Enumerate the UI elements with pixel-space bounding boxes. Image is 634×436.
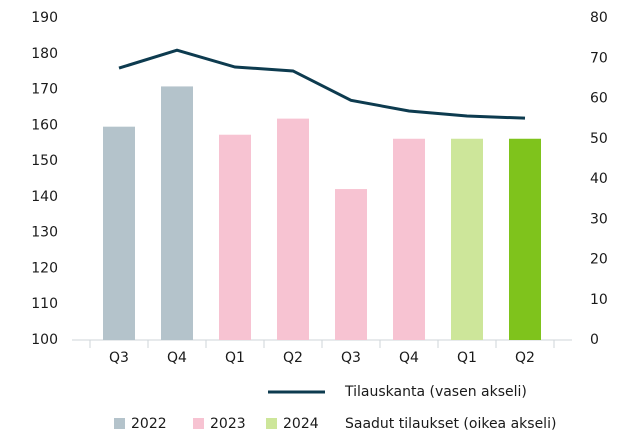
- x-tick-label: Q4: [399, 350, 419, 366]
- y2-tick-label: 30: [590, 211, 608, 227]
- y2-tick-label: 20: [590, 252, 608, 268]
- legend-swatch: [266, 418, 277, 429]
- y2-tick-label: 40: [590, 171, 608, 187]
- bar: [393, 138, 425, 340]
- y-tick-label: 130: [31, 225, 58, 241]
- bar: [509, 138, 541, 340]
- bar: [161, 86, 193, 340]
- line: [118, 48, 526, 120]
- y-tick-label: 150: [31, 153, 58, 169]
- x-tick-label: Q2: [283, 350, 303, 366]
- legend-label: 2024: [283, 416, 319, 432]
- y-tick-label: 120: [31, 260, 58, 276]
- legend-label: Tilauskanta (vasen akseli): [344, 384, 527, 400]
- x-tick-label: Q3: [341, 350, 361, 366]
- y-tick-label: 170: [31, 82, 58, 98]
- x-tick-label: Q3: [109, 350, 129, 366]
- y2-tick-label: 80: [590, 10, 608, 26]
- x-tick-label: Q1: [457, 350, 477, 366]
- y-tick-label: 160: [31, 117, 58, 133]
- legend-swatch: [114, 418, 125, 429]
- bar: [451, 138, 483, 340]
- y-tick-label: 110: [31, 296, 58, 312]
- x-tick-label: Q4: [167, 350, 187, 366]
- y2-tick-label: 50: [590, 131, 608, 147]
- y2-tick-label: 0: [590, 332, 599, 348]
- legend-label: 2023: [210, 416, 246, 432]
- y2-tick-label: 70: [590, 50, 608, 66]
- legend-label: Saadut tilaukset (oikea akseli): [345, 416, 556, 432]
- legend-label: 2022: [131, 416, 167, 432]
- legend-swatch: [193, 418, 204, 429]
- x-tick-label: Q2: [515, 350, 535, 366]
- y2-tick-label: 60: [590, 91, 608, 107]
- y-tick-label: 190: [31, 10, 58, 26]
- x-tick-label: Q1: [225, 350, 245, 366]
- bar: [219, 134, 251, 340]
- y-tick-label: 100: [31, 332, 58, 348]
- y-tick-label: 140: [31, 189, 58, 205]
- bar: [277, 118, 309, 340]
- bar: [335, 189, 367, 340]
- y2-tick-label: 10: [590, 292, 608, 308]
- y-tick-label: 180: [31, 46, 58, 62]
- bar: [103, 126, 135, 340]
